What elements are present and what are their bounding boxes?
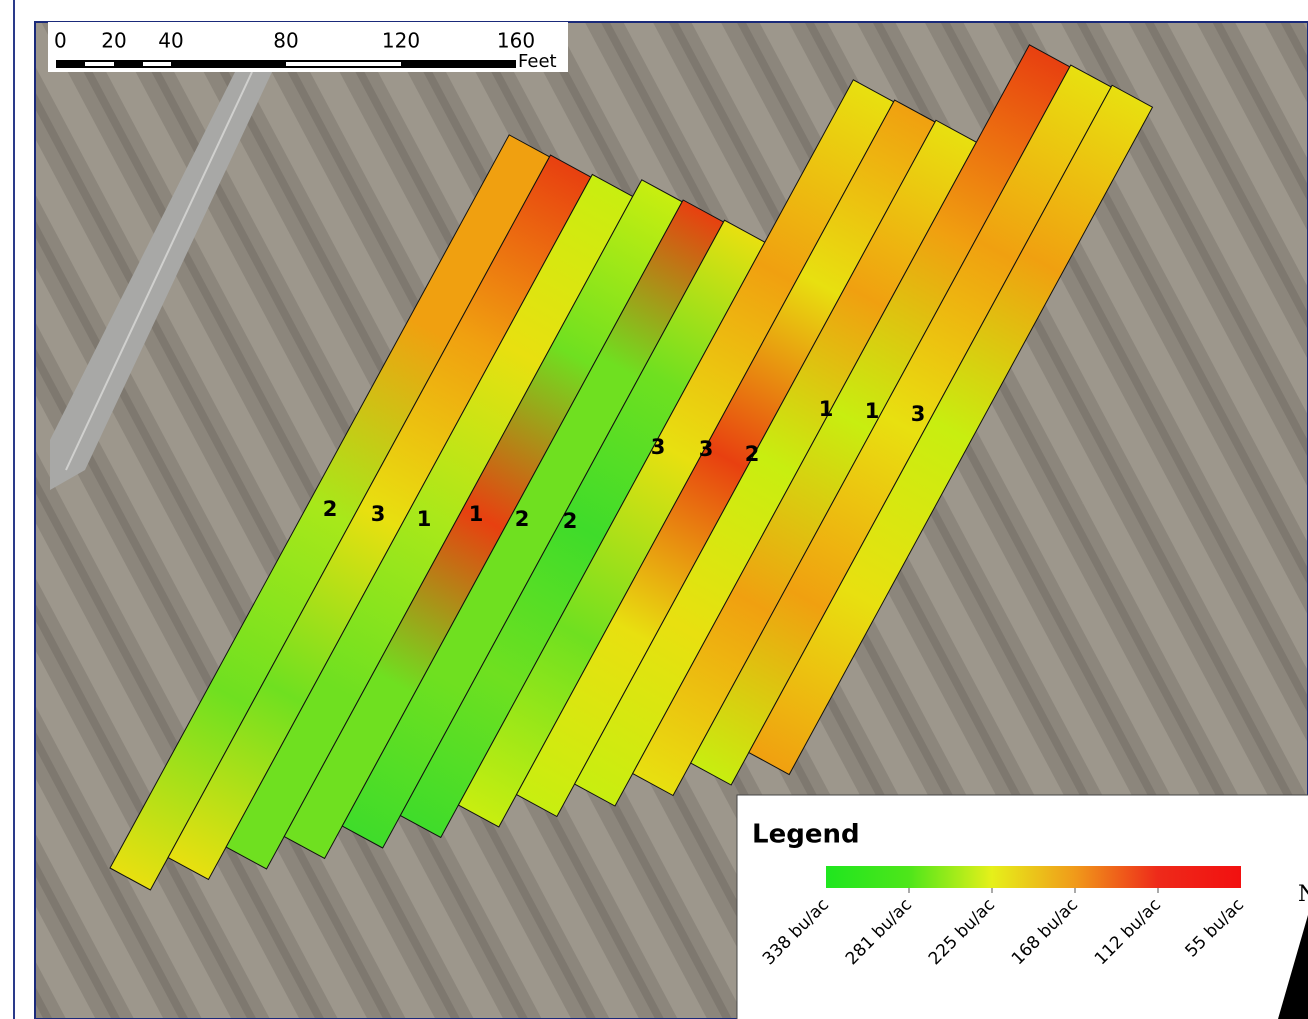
scale-unit: Feet — [518, 51, 557, 72]
legend-box — [736, 794, 1308, 1019]
scale-segment — [286, 62, 401, 66]
title-bar — [14, 0, 1308, 22]
strip-label: 3 — [371, 502, 386, 526]
strip-label: 1 — [469, 502, 484, 526]
strip-label: 1 — [417, 507, 432, 531]
legend: Legend N 338 bu/ac 281 bu/ac 225 bu/ac 168 … — [736, 794, 1308, 1019]
strip-label: 2 — [745, 442, 760, 466]
yield-strip — [748, 84, 1154, 776]
color-ramp — [826, 866, 1241, 888]
north-arrow — [1278, 915, 1308, 1019]
road-line — [65, 71, 253, 471]
north-label: N — [1298, 882, 1308, 907]
scale-segment — [85, 62, 114, 66]
scale-label: 80 — [273, 29, 298, 53]
scale-label: 20 — [101, 29, 126, 53]
scale-label: 160 — [497, 29, 535, 53]
strip-labels: 2 3 1 1 2 2 3 3 2 1 1 3 — [323, 397, 926, 533]
strip-label: 1 — [865, 399, 880, 423]
strip-label: 2 — [563, 509, 578, 533]
legend-title: Legend — [752, 820, 860, 850]
scale-label: 0 — [54, 29, 67, 53]
yield-strips — [109, 44, 1154, 891]
strip-label: 2 — [323, 497, 338, 521]
strip-label: 2 — [515, 507, 530, 531]
strip-label: 3 — [911, 402, 926, 426]
scale-segment — [143, 62, 171, 66]
strip-label: 3 — [699, 437, 714, 461]
strip-label: 3 — [651, 435, 666, 459]
strip-label: 1 — [819, 397, 834, 421]
scale-label: 120 — [382, 29, 420, 53]
scale-label: 40 — [158, 29, 183, 53]
